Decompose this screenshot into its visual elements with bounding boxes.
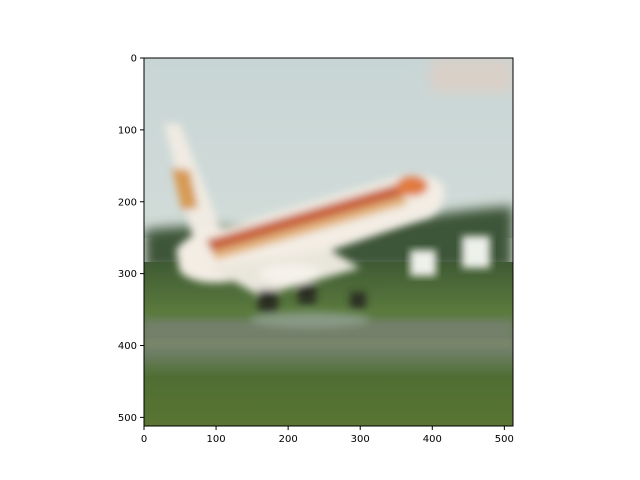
airplane-shadow — [250, 312, 370, 328]
x-tick-label: 200 — [279, 434, 298, 445]
airplane — [164, 124, 445, 328]
background-building-left — [410, 250, 436, 276]
background-building-right — [462, 236, 490, 268]
main-gear-right — [298, 284, 316, 304]
tail-logo — [172, 168, 198, 210]
axes-frame — [143, 57, 514, 427]
fuselage-stripe-light — [212, 196, 408, 260]
runway-strip — [144, 320, 513, 342]
x-tick-label: 0 — [141, 434, 147, 445]
x-tick-label: 500 — [495, 434, 514, 445]
y-tick-label: 500 — [118, 413, 137, 424]
airplane-photo — [144, 58, 513, 426]
fuselage-stripe — [206, 184, 404, 252]
y-axis-ticks: 0 100 200 300 400 500 — [118, 54, 144, 424]
x-tick-label: 400 — [423, 434, 442, 445]
y-tick-label: 200 — [118, 197, 137, 208]
sky-patch — [430, 58, 513, 93]
y-tick-label: 0 — [131, 54, 137, 65]
x-axis-ticks: 0 100 200 300 400 500 — [141, 426, 514, 445]
y-tick-label: 300 — [118, 269, 137, 280]
y-tick-label: 400 — [118, 341, 137, 352]
x-tick-label: 300 — [351, 434, 370, 445]
cockpit — [396, 176, 428, 196]
y-tick-label: 100 — [118, 125, 137, 136]
engine — [260, 264, 320, 284]
x-tick-label: 100 — [207, 434, 226, 445]
runway-edge — [144, 340, 513, 348]
nose-gear — [350, 292, 366, 308]
main-gear-left — [258, 290, 278, 312]
